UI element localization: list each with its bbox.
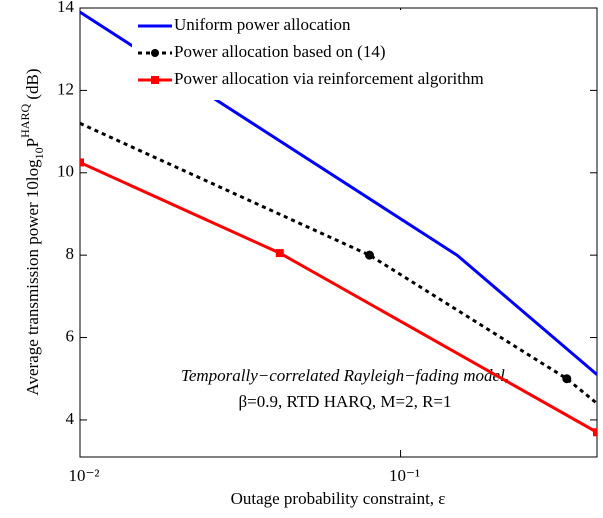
annotation: Temporally−correlated Rayleigh−fading mo…: [181, 366, 509, 385]
y-label-sup: HARQ: [18, 104, 32, 138]
marker: [562, 374, 572, 384]
marker: [275, 249, 284, 258]
x-tick-label: 10⁻¹: [389, 466, 420, 485]
y-label-part: (dB): [23, 68, 42, 103]
marker: [593, 428, 597, 437]
legend-label: Power allocation via reinforcement algor…: [174, 69, 484, 88]
y-label-sub: 10: [32, 147, 46, 159]
legend-box: [132, 10, 552, 100]
y-tick-label: 10: [57, 162, 74, 181]
legend-label: Uniform power allocation: [174, 15, 351, 34]
legend-marker: [151, 76, 159, 84]
y-axis-label: Average transmission power 10log10PHARQ …: [18, 68, 46, 395]
y-label-part: Average transmission power 10log: [23, 159, 42, 396]
marker: [364, 250, 374, 260]
y-label-part: P: [23, 138, 42, 147]
annotation: β=0.9, RTD HARQ, M=2, R=1: [238, 392, 451, 411]
x-tick-label: 10⁻²: [68, 466, 99, 485]
y-tick-label: 12: [57, 79, 74, 98]
y-tick-label: 4: [66, 409, 75, 428]
y-tick-label: 8: [66, 244, 75, 263]
legend-label: Power allocation based on (14): [174, 42, 386, 61]
y-tick-label: 14: [57, 0, 75, 16]
x-axis-label: Outage probability constraint, ε: [231, 489, 446, 508]
marker: [80, 158, 84, 167]
legend-marker: [151, 49, 159, 57]
series-line-extension: [80, 121, 597, 405]
y-tick-label: 6: [66, 326, 75, 345]
